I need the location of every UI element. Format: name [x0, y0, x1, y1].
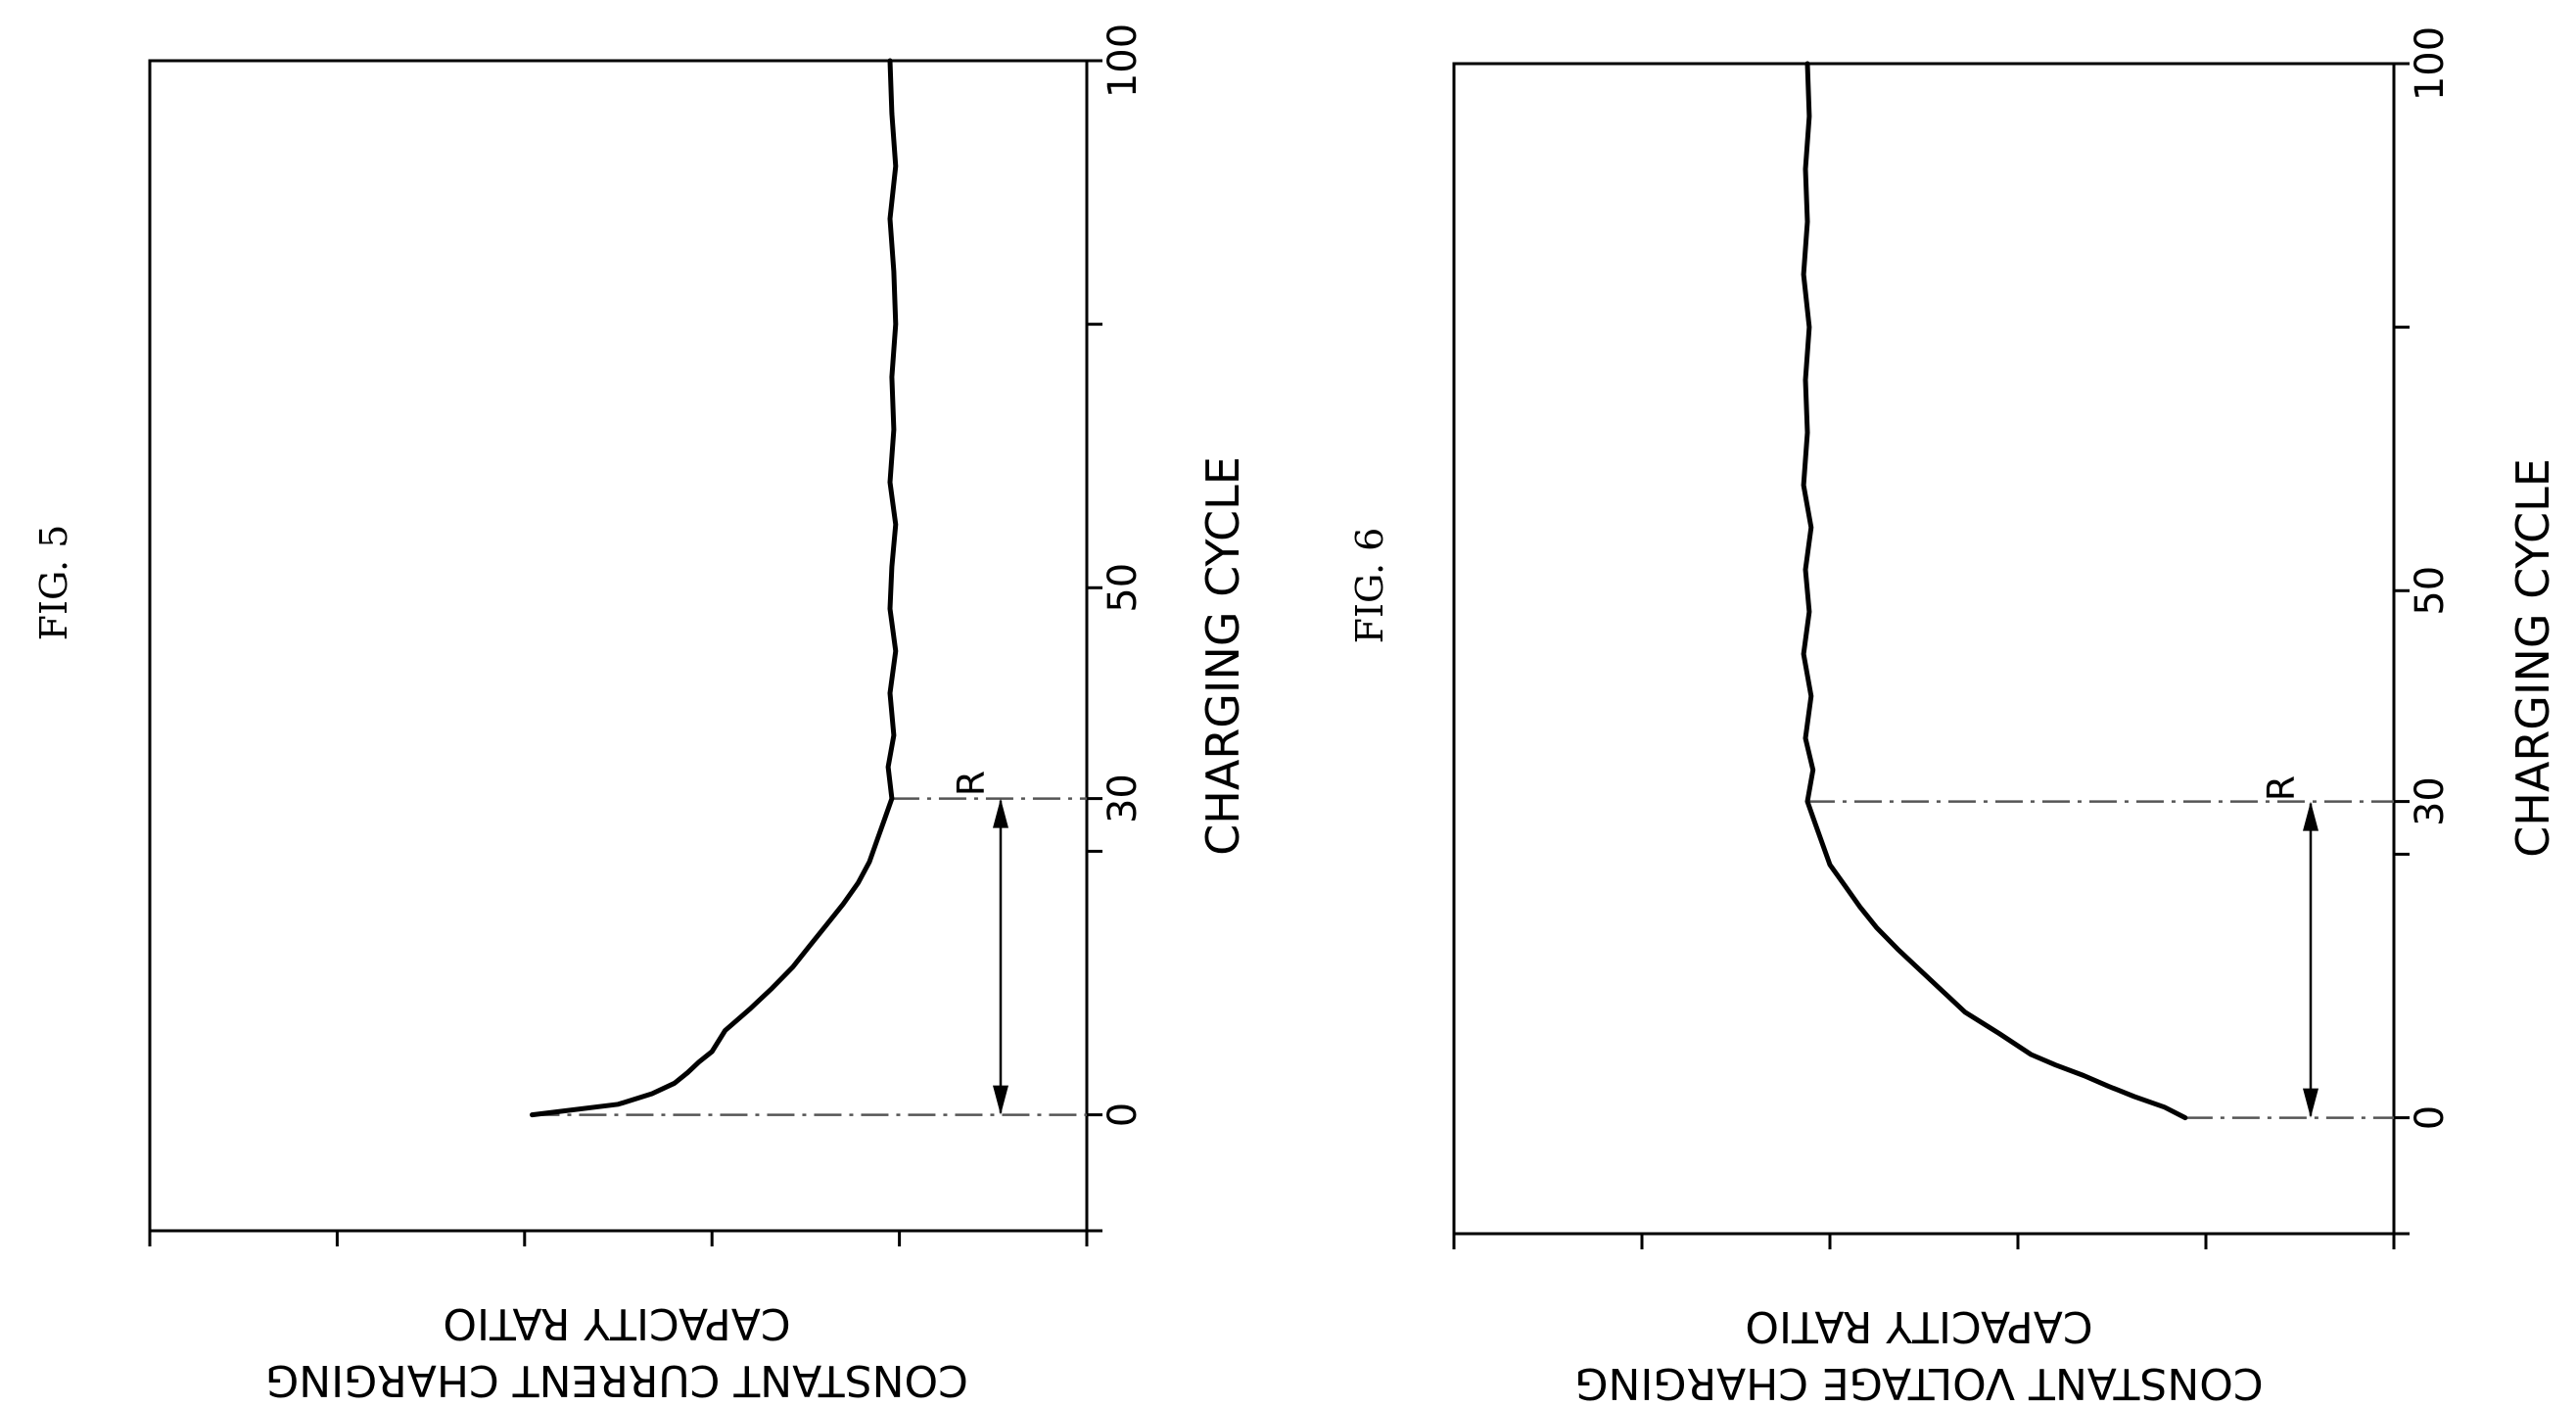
- figure-6-range-arrow: [2303, 801, 2318, 1118]
- figure-6-y-axis-label-line2: CAPACITY RATIO: [1745, 1301, 2092, 1351]
- figure-5: FIG. 5 0 30 50 100 R CHARGING CYCLE CONSTAN…: [32, 23, 1249, 1405]
- figure-5-y-ticks: [148, 1231, 1089, 1246]
- figure-6-y-axis-label-line1: CONSTANT VOLTAGE CHARGING: [1574, 1358, 2263, 1407]
- figure-5-guide-lines: [532, 797, 1087, 1116]
- figure-6-x-axis-label: CHARGING CYCLE: [2506, 458, 2559, 858]
- figure-5-label: FIG. 5: [32, 525, 75, 641]
- x-tick-label: 100: [2408, 26, 2453, 101]
- figure-6-y-ticks: [1452, 1234, 2396, 1249]
- range-arrow-head-bottom: [2303, 1088, 2318, 1118]
- range-arrow-head-top: [993, 798, 1008, 828]
- range-arrow-head-bottom: [993, 1085, 1008, 1115]
- range-arrow-head-top: [2303, 801, 2318, 831]
- figure-6-plot-frame: [1452, 62, 2396, 1236]
- figure-5-range-label: R: [950, 771, 993, 796]
- figure-6-x-ticks: 0 30 50 100: [2394, 26, 2453, 1236]
- figure-6-label: FIG. 6: [1348, 528, 1391, 644]
- x-tick-label: 100: [1101, 23, 1146, 98]
- figure-5-y-axis-label-line2: CAPACITY RATIO: [443, 1298, 790, 1348]
- figure-6: FIG. 6 0 30 50 100 R CHARGING CYCLE CONSTAN…: [1348, 26, 2559, 1407]
- figure-5-y-axis-label-line1: CONSTANT CURRENT CHARGING: [265, 1355, 968, 1405]
- x-tick-label: 0: [1101, 1102, 1146, 1127]
- figure-5-range-arrow: [993, 798, 1008, 1115]
- x-tick-label: 50: [2408, 566, 2453, 616]
- figure-6-guide-lines: [1806, 800, 2394, 1119]
- figure-5-plot-frame: [148, 59, 1089, 1233]
- x-tick-label: 30: [1101, 774, 1146, 823]
- x-tick-label: 30: [2408, 776, 2453, 826]
- figure-6-series-line: [1801, 61, 2188, 1121]
- x-tick-label: 0: [2408, 1105, 2453, 1130]
- x-tick-label: 50: [1101, 563, 1146, 613]
- figure-5-series-line: [530, 58, 899, 1118]
- figure-5-x-axis-label: CHARGING CYCLE: [1196, 456, 1249, 856]
- figure-5-x-ticks: 0 30 50 100: [1087, 23, 1146, 1233]
- figure-6-range-label: R: [2260, 775, 2303, 801]
